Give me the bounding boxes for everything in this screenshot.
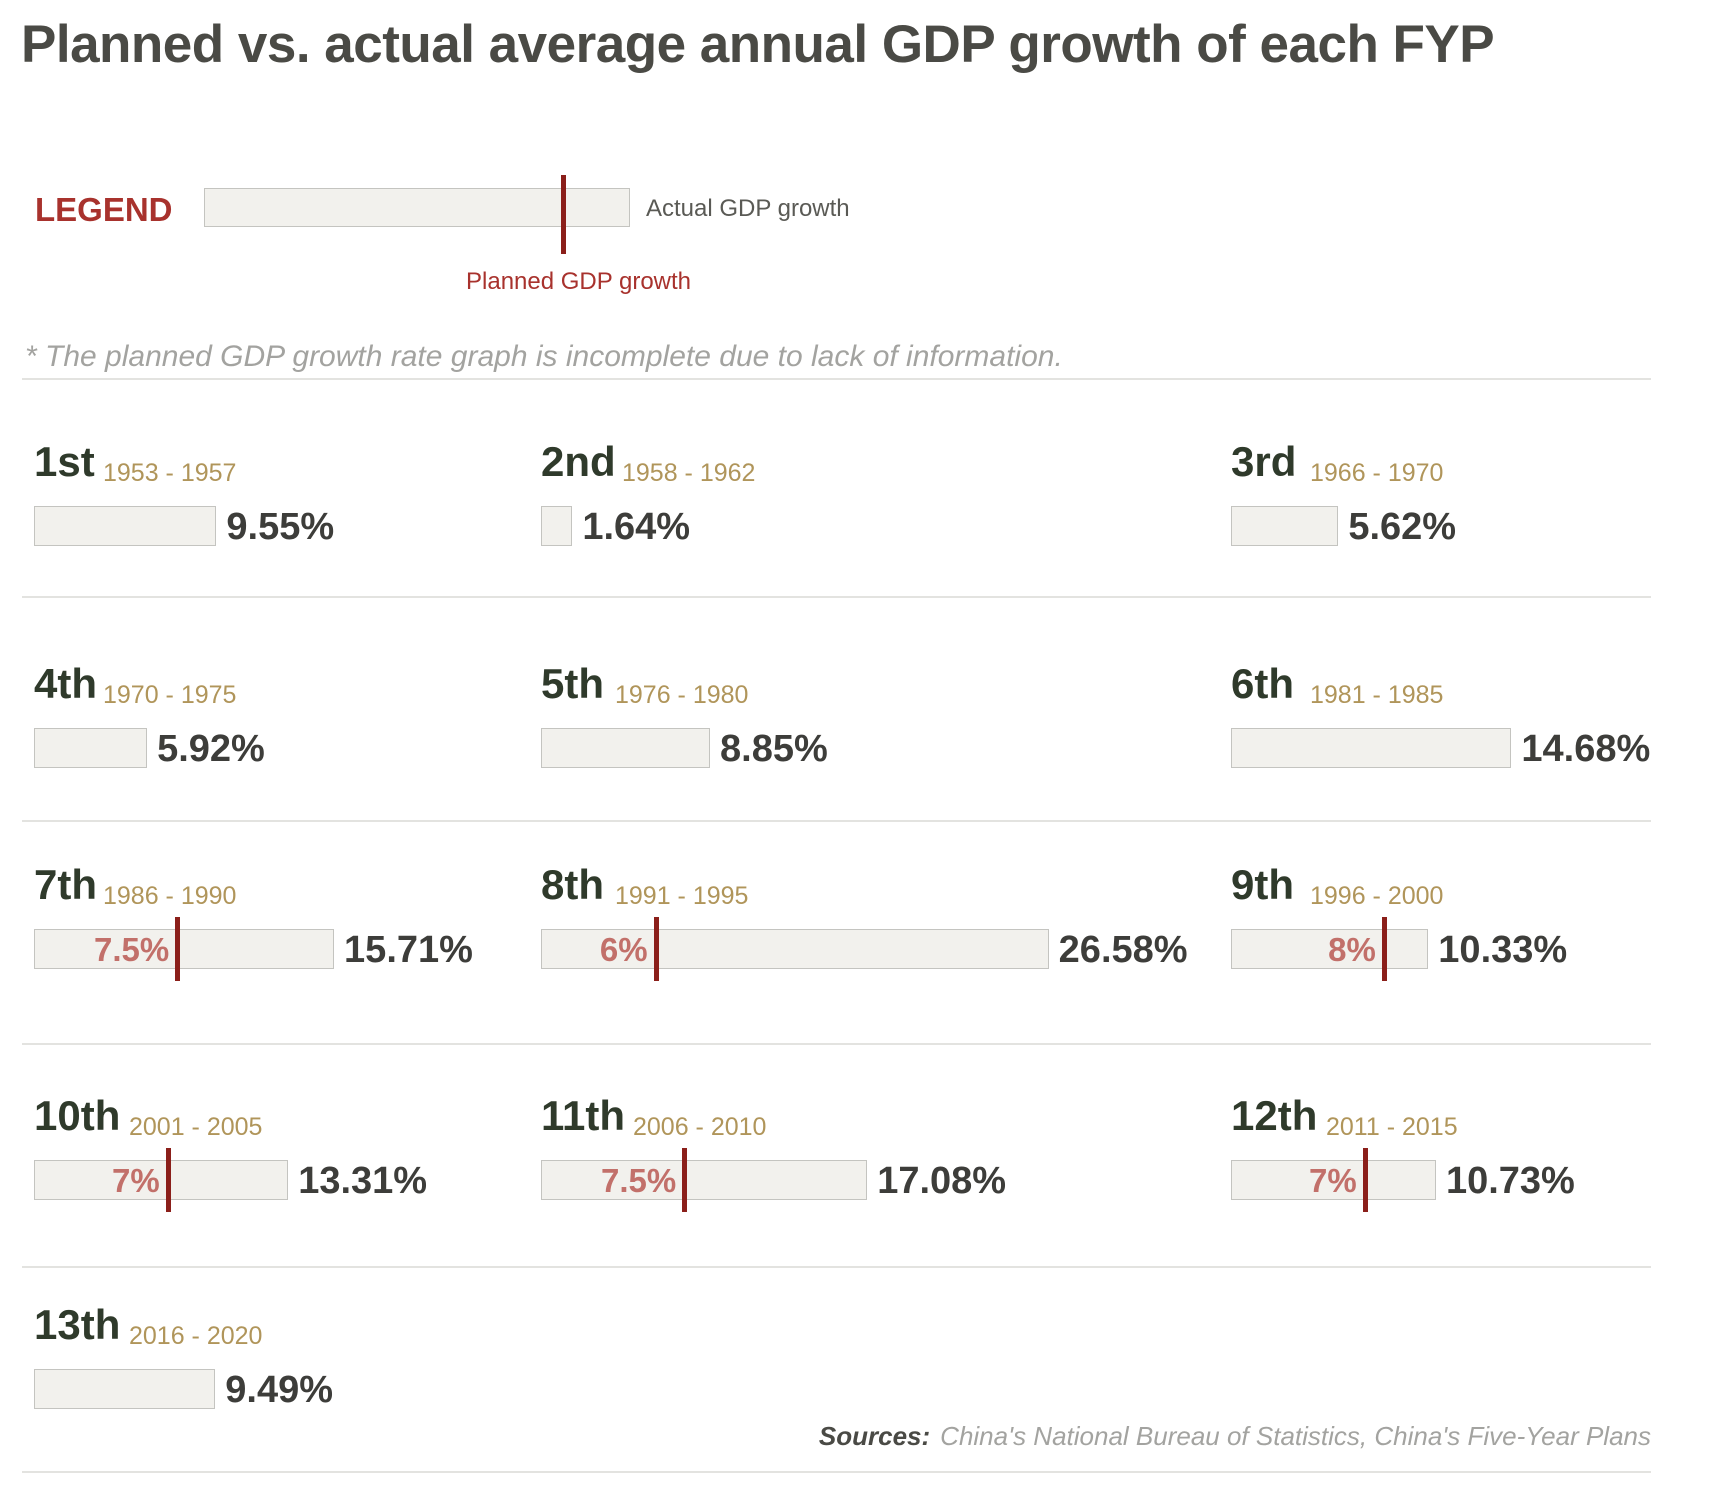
sources-text: China's National Bureau of Statistics, C…: [940, 1421, 1651, 1451]
plan-years: 2016 - 2020: [129, 1322, 263, 1350]
plan-years: 1986 - 1990: [103, 882, 237, 910]
planned-marker: [165, 1148, 171, 1212]
sources: Sources: China's National Bureau of Stati…: [819, 1421, 1651, 1452]
planned-marker: [653, 917, 659, 981]
planned-marker: [682, 1148, 688, 1212]
plan-ordinal: 9th: [1231, 861, 1294, 908]
legend-planned-label: Planned GDP growth: [466, 268, 692, 295]
actual-value-label: 5.92%: [157, 728, 265, 770]
actual-bar: [1231, 929, 1429, 969]
planned-value-label: 7%: [112, 1162, 160, 1199]
legend-actual-bar: [204, 188, 630, 227]
actual-value-label: 9.49%: [225, 1369, 333, 1411]
divider: [22, 378, 1651, 380]
plan-years: 1966 - 1970: [1310, 459, 1444, 487]
divider: [22, 596, 1651, 598]
divider: [22, 1471, 1651, 1473]
plan-years: 1991 - 1995: [615, 882, 749, 910]
actual-value-label: 9.55%: [226, 506, 335, 548]
plan-ordinal: 12th: [1231, 1092, 1318, 1139]
chart-title: Planned vs. actual average annual GDP gr…: [21, 15, 1495, 74]
planned-marker: [1381, 917, 1387, 981]
plan-ordinal: 11th: [541, 1092, 626, 1139]
plan-years: 1976 - 1980: [615, 681, 749, 709]
planned-marker: [1362, 1148, 1368, 1212]
actual-bar: [541, 929, 1049, 969]
actual-value-label: 26.58%: [1058, 929, 1188, 971]
actual-value-label: 1.64%: [582, 506, 691, 548]
planned-value-label: 8%: [1328, 931, 1376, 968]
actual-bar: [34, 506, 217, 546]
actual-bar: [34, 1369, 216, 1409]
actual-value-label: 5.62%: [1348, 506, 1457, 548]
plan-ordinal: 4th: [34, 660, 97, 707]
legend-actual-label: Actual GDP growth: [646, 195, 850, 222]
actual-bar: [34, 1160, 289, 1200]
planned-value-label: 7.5%: [601, 1162, 677, 1199]
actual-value-label: 10.33%: [1438, 929, 1568, 971]
divider: [22, 1266, 1651, 1268]
plan-years: 1981 - 1985: [1310, 681, 1444, 709]
legend-title: LEGEND: [35, 191, 173, 228]
plan-ordinal: 5th: [541, 660, 604, 707]
actual-bar: [1231, 728, 1512, 768]
actual-bar: [541, 506, 573, 546]
plan-years: 2006 - 2010: [633, 1113, 767, 1141]
plan-years: 1953 - 1957: [103, 459, 237, 487]
plan-ordinal: 13th: [34, 1301, 121, 1348]
plan-ordinal: 7th: [34, 861, 97, 908]
plan-years: 1958 - 1962: [622, 459, 756, 487]
plan-years: 2011 - 2015: [1326, 1113, 1458, 1141]
actual-bar: [1231, 506, 1339, 546]
divider: [22, 1043, 1651, 1045]
plan-ordinal: 10th: [34, 1092, 121, 1139]
actual-value-label: 10.73%: [1445, 1160, 1575, 1202]
planned-marker: [175, 917, 181, 981]
actual-bar: [1231, 1160, 1436, 1200]
plan-ordinal: 6th: [1231, 660, 1294, 707]
planned-value-label: 6%: [599, 931, 648, 968]
plan-years: 1996 - 2000: [1310, 882, 1444, 910]
plan-ordinal: 1st: [34, 438, 95, 485]
actual-bar: [541, 728, 711, 768]
legend-planned-marker: [561, 175, 566, 254]
actual-bar: [541, 1160, 868, 1200]
plan-ordinal: 3rd: [1231, 438, 1297, 485]
actual-value-label: 8.85%: [720, 728, 828, 770]
plan-ordinal: 8th: [541, 861, 604, 908]
plan-years: 2001 - 2005: [129, 1113, 263, 1141]
divider: [22, 820, 1651, 822]
actual-value-label: 14.68%: [1521, 728, 1651, 770]
actual-value-label: 15.71%: [344, 929, 473, 971]
planned-value-label: 7.5%: [94, 931, 170, 968]
plan-ordinal: 2nd: [541, 438, 616, 485]
actual-bar: [34, 728, 148, 768]
planned-value-label: 7%: [1309, 1162, 1357, 1199]
actual-value-label: 13.31%: [298, 1160, 428, 1202]
sources-label: Sources:: [818, 1421, 931, 1451]
plan-years: 1970 - 1975: [103, 681, 237, 709]
actual-bar: [34, 929, 335, 969]
footnote: * The planned GDP growth rate graph is i…: [25, 340, 1063, 373]
actual-value-label: 17.08%: [877, 1160, 1007, 1202]
